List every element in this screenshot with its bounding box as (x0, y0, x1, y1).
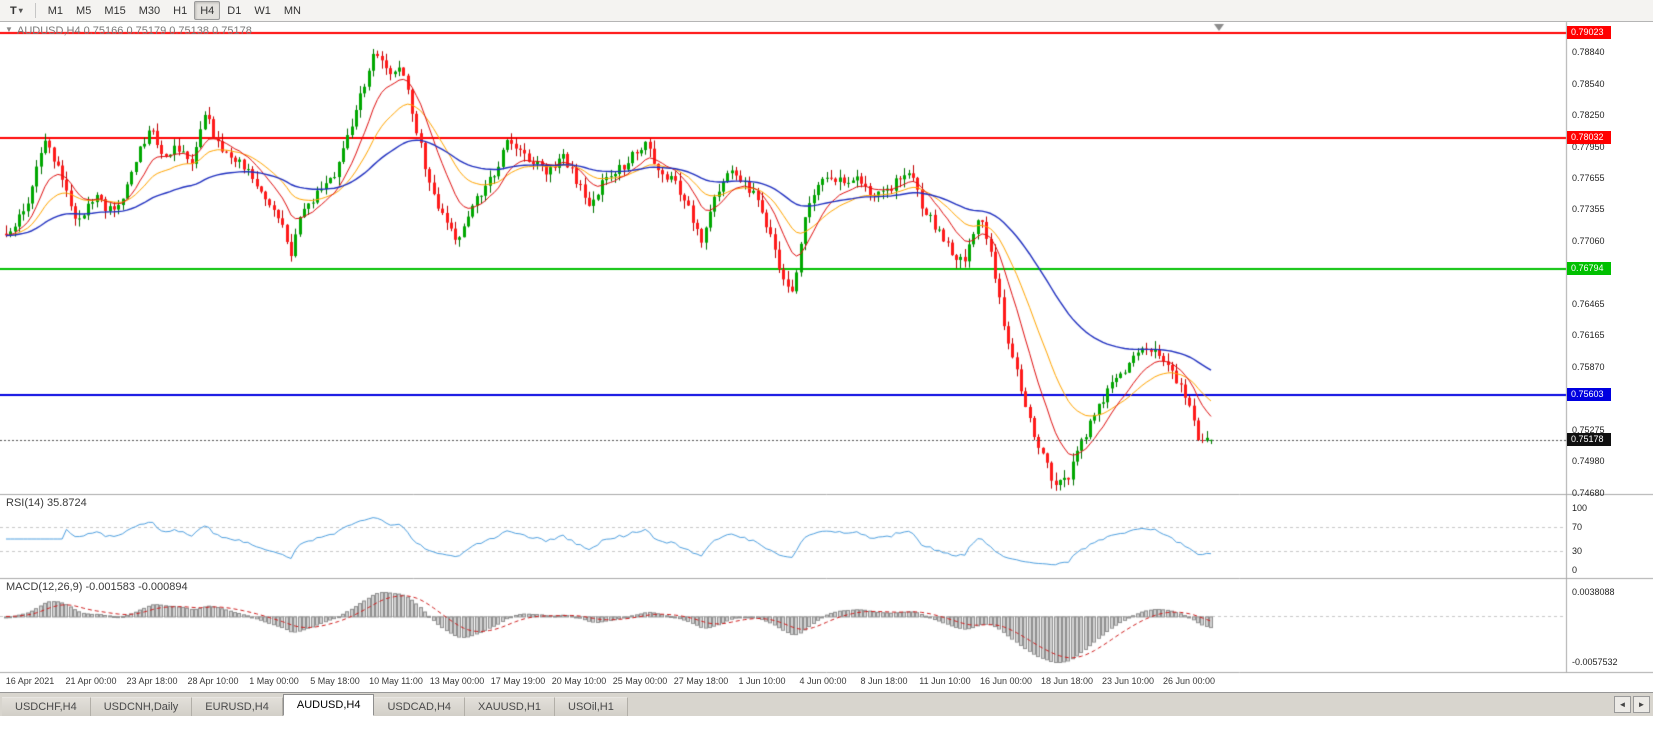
price-axis-tick: 0.74680 (1572, 487, 1605, 498)
time-axis-label: 28 Apr 10:00 (187, 676, 239, 686)
time-axis-label: 23 Jun 10:00 (1101, 676, 1155, 686)
chart-tab-audusd-h4[interactable]: AUDUSD,H4 (282, 694, 375, 716)
price-line-tag: 0.79023 (1567, 26, 1611, 39)
timeframe-button-w1[interactable]: W1 (248, 1, 277, 20)
rsi-axis-tick: 0 (1572, 565, 1578, 575)
chart-tab-usdchf-h4[interactable]: USDCHF,H4 (2, 697, 91, 716)
time-axis-label: 25 May 00:00 (612, 676, 668, 686)
time-axis-label: 16 Jun 00:00 (979, 676, 1033, 686)
rsi-axis-tick: 70 (1572, 521, 1583, 532)
time-axis-label: 21 Apr 00:00 (65, 676, 117, 686)
time-axis-label: 4 Jun 00:00 (799, 676, 847, 686)
price-line-tag: 0.75603 (1567, 387, 1611, 401)
rsi-axis-tick: 100 (1572, 503, 1588, 513)
time-axis-label: 1 Jun 10:00 (738, 676, 786, 686)
time-axis-label: 26 Jun 00:00 (1162, 676, 1216, 686)
price-axis-tick: 0.76165 (1572, 330, 1605, 341)
price-axis-tick: 0.77950 (1572, 141, 1605, 152)
time-axis-label: 13 May 00:00 (429, 676, 485, 686)
chart-tab-eurusd-h4[interactable]: EURUSD,H4 (192, 697, 283, 716)
time-axis-label: 17 May 19:00 (490, 676, 546, 686)
time-axis-label: 16 Apr 2021 (5, 676, 55, 686)
time-axis-label: 27 May 18:00 (673, 676, 729, 686)
price-axis-tick: 0.78540 (1572, 79, 1605, 90)
time-axis-label: 1 May 00:00 (249, 676, 299, 686)
time-axis-label: 8 Jun 18:00 (860, 676, 908, 686)
price-axis-tick: 0.76465 (1572, 298, 1605, 309)
price-axis-tick: 0.78250 (1572, 109, 1605, 120)
macd-axis-tick: -0.0057532 (1572, 657, 1618, 667)
price-line-tag: 0.76794 (1567, 261, 1611, 275)
price-axis-tick: 0.77060 (1572, 235, 1605, 246)
price-axis-tick: 0.75870 (1572, 361, 1605, 372)
price-line-tag: 0.78032 (1567, 130, 1611, 144)
tab-scroll-controls: ◄ ► (1611, 696, 1653, 716)
time-axis-label: 5 May 18:00 (310, 676, 360, 686)
timeframe-button-m15[interactable]: M15 (98, 1, 131, 20)
chart-canvas[interactable] (0, 0, 1653, 692)
time-axis-label: 20 May 10:00 (551, 676, 607, 686)
chart-tabs: USDCHF,H4 USDCNH,Daily EURUSD,H4 AUDUSD,H4 U… (0, 693, 628, 716)
toolbar-separator (34, 3, 36, 18)
time-axis-label: 10 May 11:00 (369, 676, 423, 686)
timeframe-button-m30[interactable]: M30 (133, 1, 166, 20)
chart-tab-usdcad-h4[interactable]: USDCAD,H4 (374, 697, 466, 716)
timeframe-toolbar: M1 M5 M15 M30 H1 H4 D1 W1 MN (42, 1, 307, 20)
macd-indicator-label: MACD(12,26,9) -0.001583 -0.000894 (6, 581, 188, 593)
chart-symbol-title: AUDUSD,H4 0.75166 0.75179 0.75138 0.7517… (17, 25, 252, 37)
price-axis-tick: 0.77355 (1572, 204, 1605, 215)
tabs-scroll-left-button[interactable]: ◄ (1614, 696, 1631, 713)
rsi-indicator-label: RSI(14) 35.8724 (6, 497, 87, 509)
timeframe-button-m5[interactable]: M5 (70, 1, 97, 20)
time-axis-label: 11 Jun 10:00 (919, 676, 971, 686)
price-axis-tick: 0.75275 (1572, 424, 1605, 435)
timeframe-button-mn[interactable]: MN (278, 1, 307, 20)
timeframe-button-d1[interactable]: D1 (221, 1, 247, 20)
time-axis-label: 23 Apr 18:00 (126, 676, 178, 686)
price-axis-tick: 0.74980 (1572, 455, 1605, 466)
chart-tabbar: USDCHF,H4 USDCNH,Daily EURUSD,H4 AUDUSD,H4 U… (0, 692, 1653, 716)
toolbar-dropdown-button[interactable]: T ▾ (4, 1, 29, 20)
price-axis-tick: 0.78840 (1572, 47, 1605, 58)
chart-tab-usoil-h1[interactable]: USOil,H1 (555, 697, 628, 716)
toolbar-dropdown-label: T (10, 4, 17, 17)
macd-axis-tick: 0.0038088 (1572, 587, 1615, 597)
timeframe-button-h1[interactable]: H1 (167, 1, 193, 20)
chart-tab-xauusd-h1[interactable]: XAUUSD,H1 (465, 697, 555, 716)
chart-tab-usdcnh-daily[interactable]: USDCNH,Daily (90, 697, 193, 716)
top-toolbar: T ▾ M1 M5 M15 M30 H1 H4 D1 W1 MN (0, 0, 1653, 22)
timeframe-button-h4[interactable]: H4 (194, 1, 221, 20)
one-click-trading-toggle[interactable]: ▼ (5, 25, 13, 34)
time-axis-label: 18 Jun 18:00 (1040, 676, 1094, 686)
tabs-scroll-right-button[interactable]: ► (1633, 696, 1650, 713)
chevron-down-icon: ▾ (18, 5, 23, 15)
current-price-tag: 0.75178 (1567, 432, 1611, 446)
timeframe-button-m1[interactable]: M1 (42, 1, 69, 20)
price-axis-tick: 0.77655 (1572, 172, 1605, 183)
rsi-axis-tick: 30 (1572, 546, 1583, 557)
